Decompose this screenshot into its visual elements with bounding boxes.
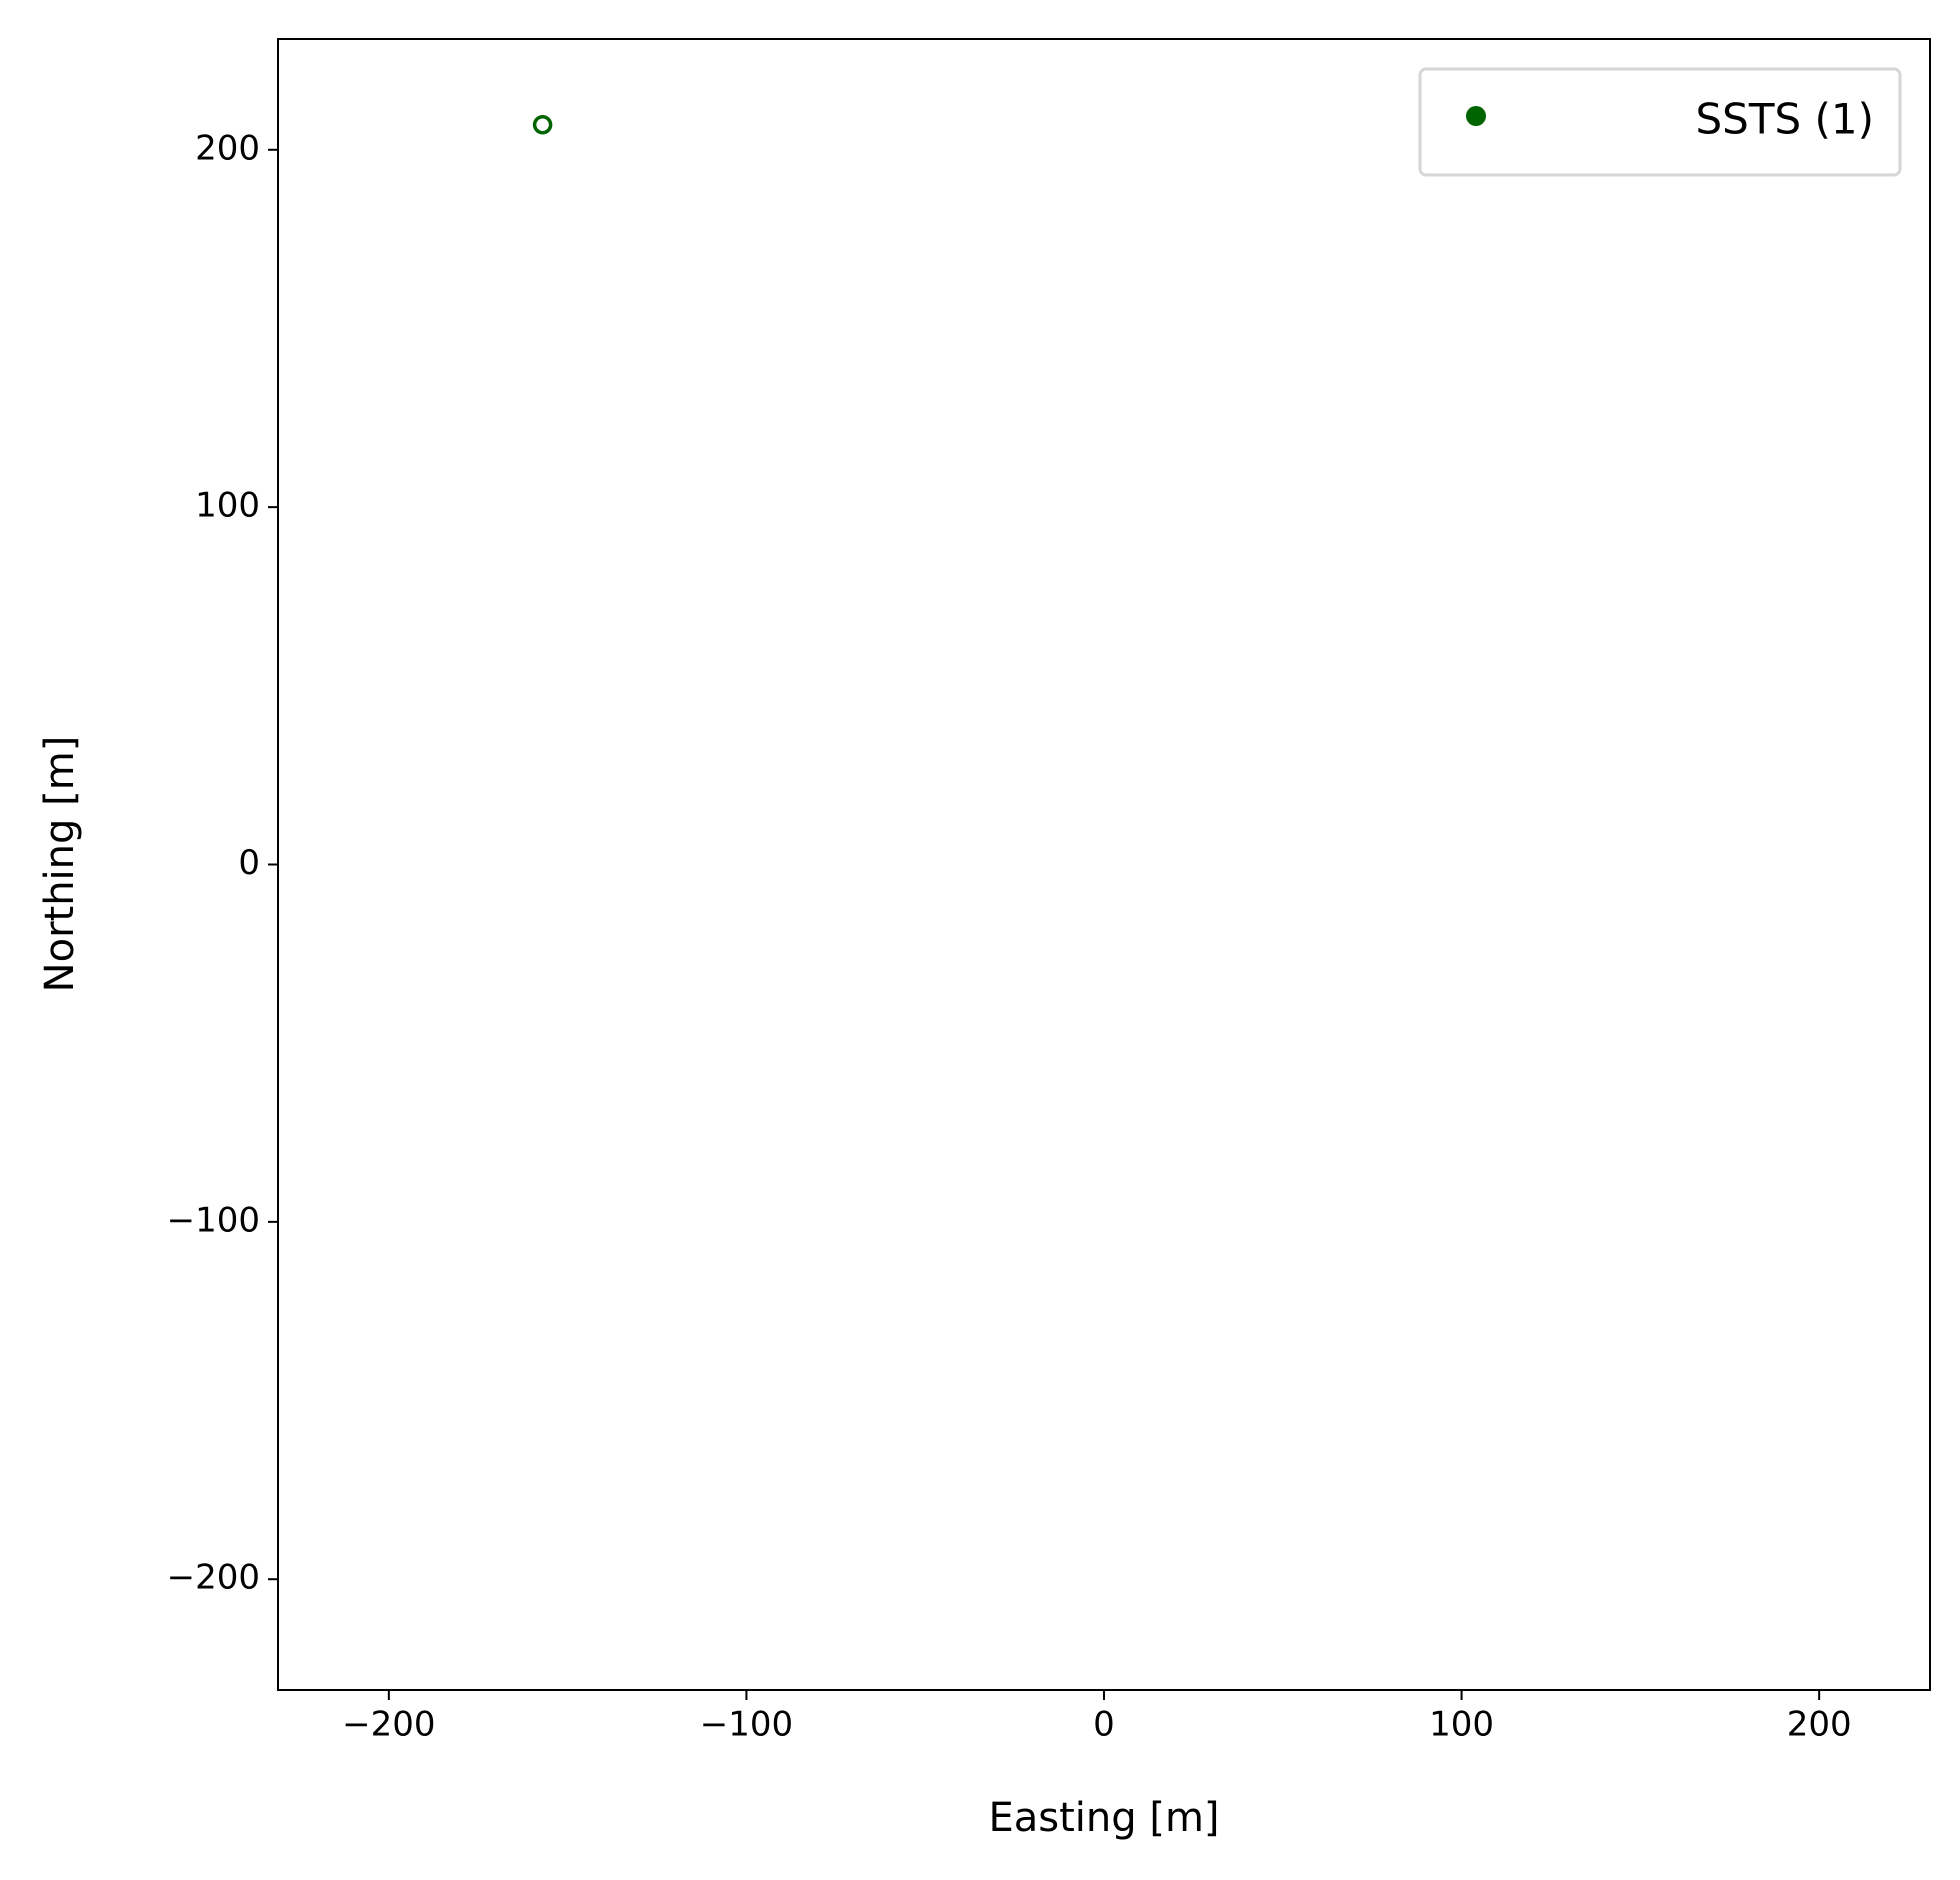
y-tick-label: 0 — [238, 843, 260, 883]
x-tick-label: 100 — [1429, 1705, 1494, 1745]
legend-marker — [1466, 106, 1486, 126]
y-tick-label: −200 — [167, 1558, 260, 1598]
y-tick-label: 100 — [195, 486, 260, 526]
x-axis-label: Easting [m] — [988, 1795, 1219, 1841]
legend-label: SSTS (1) — [1696, 95, 1874, 144]
x-tick-label: −200 — [342, 1705, 435, 1745]
y-tick-label: −100 — [167, 1200, 260, 1240]
point — [532, 115, 553, 135]
x-tick-label: 200 — [1787, 1705, 1852, 1745]
x-tick-label: 0 — [1093, 1705, 1115, 1745]
y-tick-label: 200 — [195, 128, 260, 168]
plot-frame — [277, 38, 1931, 1691]
x-tick-label: −100 — [700, 1705, 793, 1745]
y-axis-label: Northing [m] — [37, 736, 83, 993]
legend-box — [1418, 67, 1902, 177]
